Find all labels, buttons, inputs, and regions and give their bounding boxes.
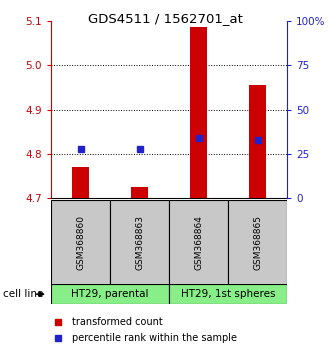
Bar: [169, 200, 228, 285]
Text: transformed count: transformed count: [72, 317, 163, 327]
Text: GDS4511 / 1562701_at: GDS4511 / 1562701_at: [87, 12, 243, 25]
Bar: [131, 187, 148, 198]
Bar: [169, 284, 287, 304]
Text: GSM368864: GSM368864: [194, 215, 203, 270]
Text: percentile rank within the sample: percentile rank within the sample: [72, 333, 237, 343]
Bar: [190, 27, 208, 198]
Text: GSM368860: GSM368860: [76, 215, 85, 270]
Bar: [249, 85, 266, 198]
Text: GSM368865: GSM368865: [253, 215, 262, 270]
Bar: [51, 200, 110, 285]
Text: HT29, 1st spheres: HT29, 1st spheres: [181, 289, 275, 299]
Bar: [51, 284, 169, 304]
Bar: [72, 167, 89, 198]
Text: cell line: cell line: [3, 289, 44, 299]
Text: HT29, parental: HT29, parental: [71, 289, 149, 299]
Text: GSM368863: GSM368863: [135, 215, 144, 270]
Bar: [110, 200, 169, 285]
Bar: [228, 200, 287, 285]
